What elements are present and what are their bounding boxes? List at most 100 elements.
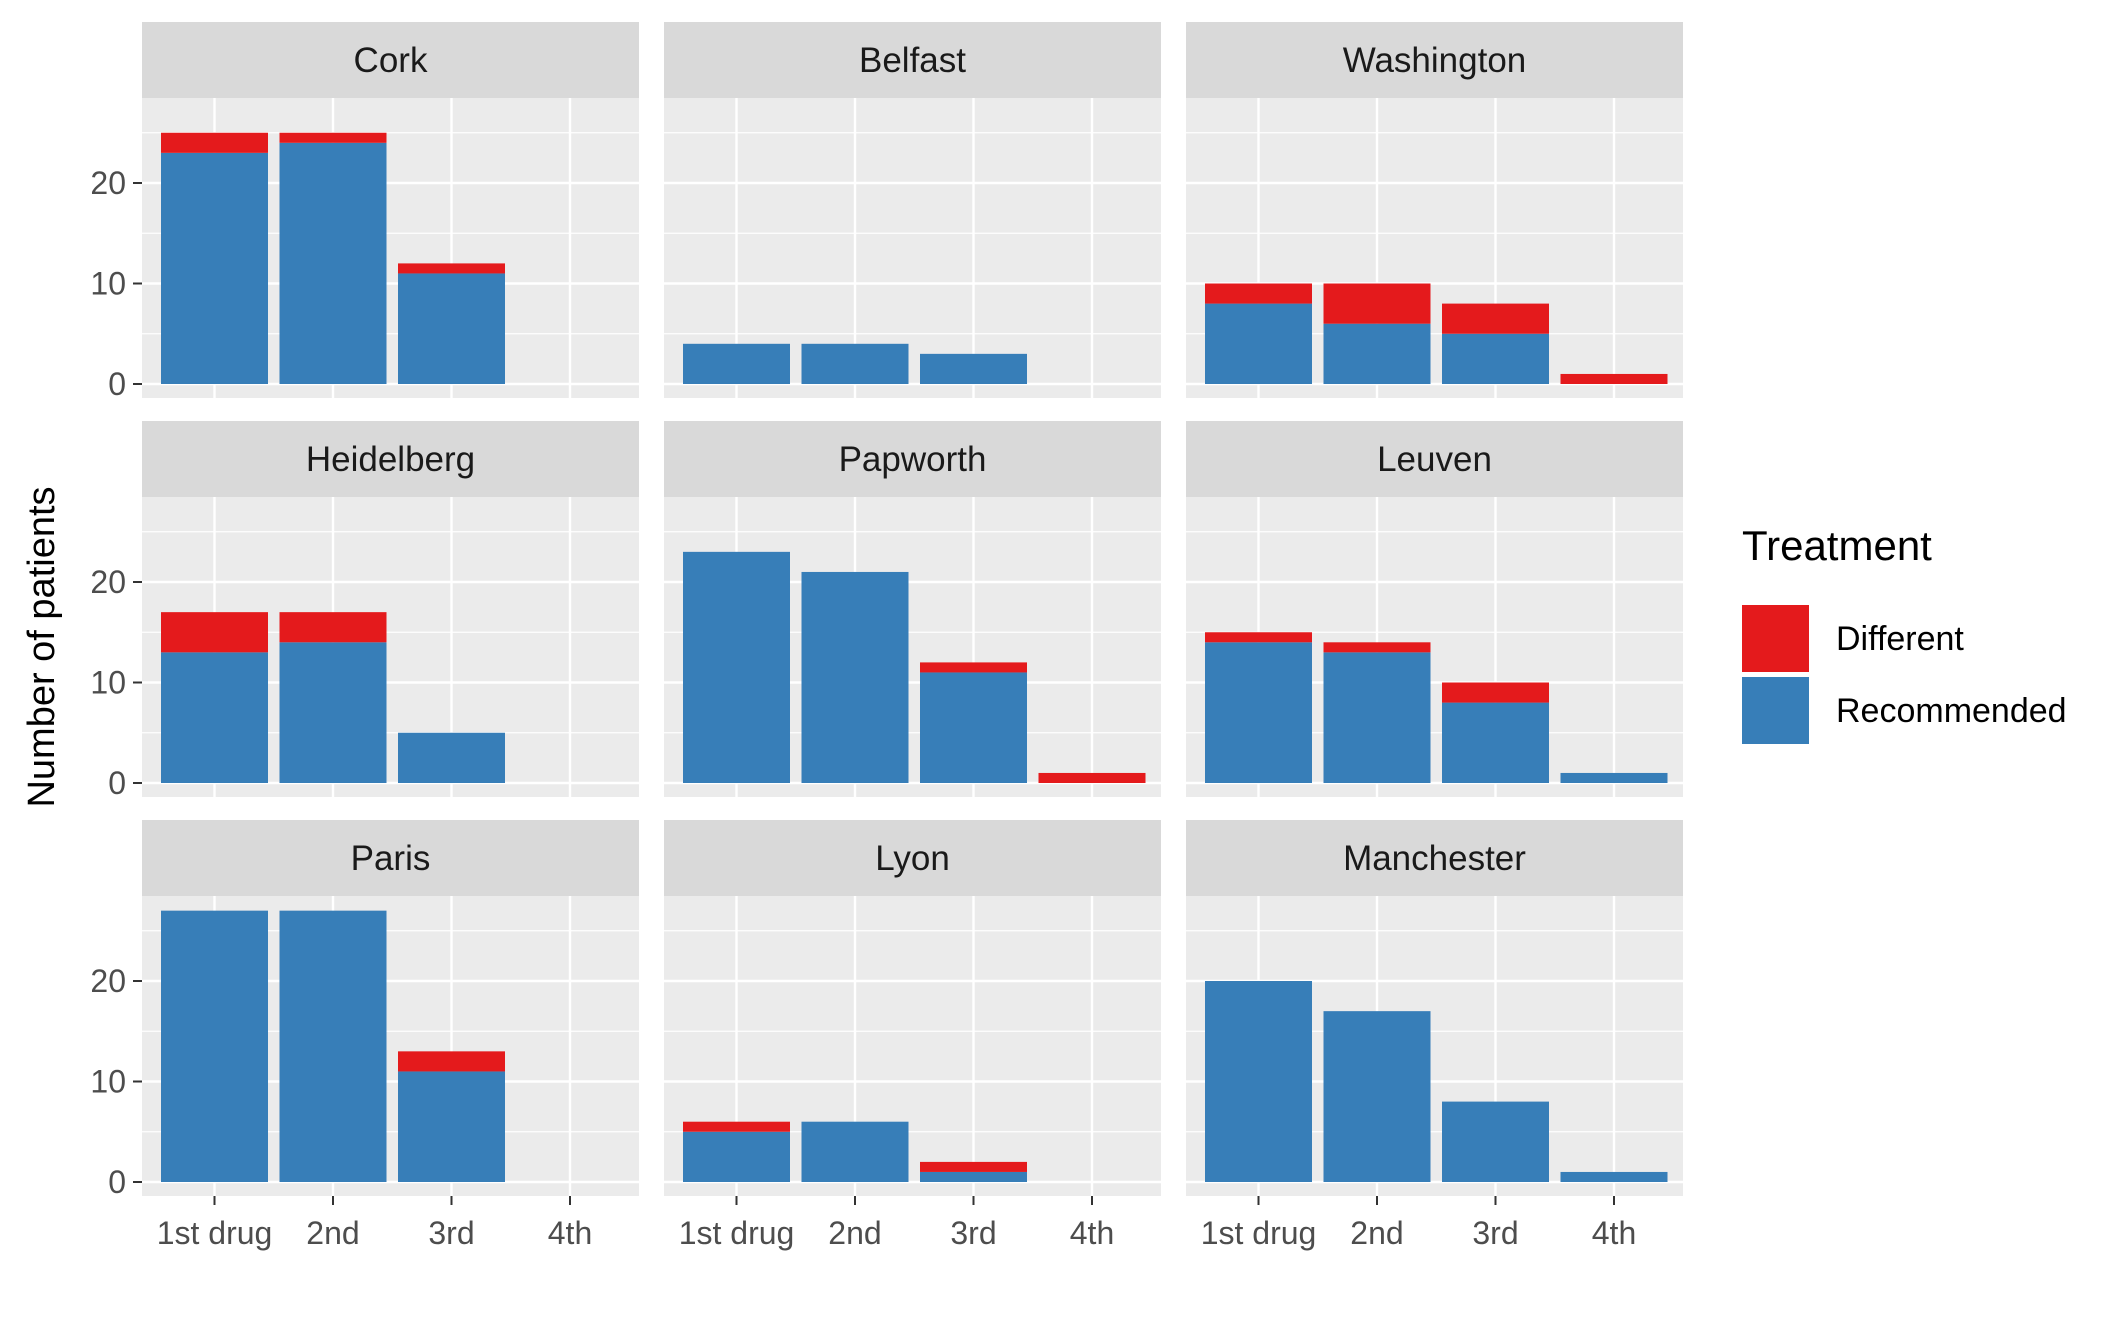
bar-recommended-papworth-0	[683, 551, 790, 783]
x-tick-label: 1st drug	[157, 1215, 273, 1251]
legend-key-recommended	[1742, 677, 1809, 744]
y-tick-label: 0	[108, 366, 126, 402]
bar-recommended-heidelberg-2	[398, 732, 505, 783]
bar-different-papworth-3	[1038, 772, 1146, 783]
facet-title: Belfast	[859, 41, 966, 80]
bar-different-washington-2	[1442, 303, 1549, 334]
facet-panel-washington: Washington	[1186, 22, 1683, 398]
bar-recommended-belfast-2	[920, 353, 1027, 384]
bar-recommended-cork-1	[279, 142, 387, 384]
y-tick-label: 10	[90, 266, 126, 302]
x-tick-label: 3rd	[428, 1215, 474, 1251]
facet-strip	[664, 421, 1161, 497]
bar-different-washington-3	[1560, 373, 1668, 384]
facet-title: Lyon	[875, 839, 950, 878]
bar-recommended-belfast-0	[683, 343, 790, 384]
facet-panel-belfast: Belfast	[664, 22, 1161, 398]
bar-recommended-cork-0	[161, 152, 268, 384]
facet-strip	[1186, 421, 1683, 497]
y-tick-label: 20	[90, 963, 126, 999]
x-tick-label: 4th	[1070, 1215, 1114, 1251]
bar-recommended-leuven-1	[1323, 652, 1431, 783]
legend-label-different: Different	[1836, 620, 1964, 658]
bar-recommended-leuven-0	[1205, 642, 1312, 783]
facet-strip	[142, 22, 639, 98]
bar-different-leuven-1	[1323, 642, 1431, 653]
bar-different-paris-2	[398, 1051, 505, 1072]
bar-different-lyon-2	[920, 1161, 1027, 1172]
bar-recommended-papworth-1	[801, 571, 909, 783]
bar-different-cork-1	[279, 132, 387, 143]
bar-recommended-washington-2	[1442, 333, 1549, 384]
bar-recommended-leuven-2	[1442, 702, 1549, 783]
legend-label-recommended: Recommended	[1836, 692, 2067, 730]
y-tick-label: 10	[90, 1064, 126, 1100]
facet-panel-leuven: Leuven	[1186, 421, 1683, 797]
y-tick-label: 20	[90, 564, 126, 600]
facet-panel-heidelberg: Heidelberg 0 10 20	[90, 421, 639, 801]
facet-title: Paris	[351, 839, 431, 878]
bar-different-cork-0	[161, 132, 268, 153]
x-tick-label: 2nd	[306, 1215, 359, 1251]
bar-recommended-manchester-0	[1205, 981, 1312, 1182]
bar-recommended-manchester-3	[1560, 1171, 1668, 1182]
bar-different-lyon-0	[683, 1121, 790, 1132]
bar-recommended-paris-1	[279, 910, 387, 1182]
facet-strip	[1186, 22, 1683, 98]
bar-recommended-paris-2	[398, 1071, 505, 1182]
x-tick-label: 1st drug	[1201, 1215, 1317, 1251]
facet-strip	[1186, 820, 1683, 896]
bar-recommended-heidelberg-1	[279, 642, 387, 783]
facet-panel-lyon: Lyon 1st drug 2nd 3rd 4th	[664, 820, 1161, 1251]
bar-recommended-washington-0	[1205, 303, 1312, 384]
x-tick-label: 1st drug	[679, 1215, 795, 1251]
y-tick-label: 20	[90, 165, 126, 201]
x-tick-label: 3rd	[950, 1215, 996, 1251]
bar-different-heidelberg-1	[279, 612, 387, 643]
facet-panel-paris: Paris 0 10 20 1st drug 2nd 3rd 4th	[90, 820, 639, 1251]
bar-recommended-manchester-1	[1323, 1011, 1431, 1182]
facet-panel-papworth: Papworth	[664, 421, 1161, 797]
bar-recommended-lyon-1	[801, 1121, 909, 1182]
bar-recommended-lyon-0	[683, 1131, 790, 1182]
bar-different-heidelberg-0	[161, 612, 268, 653]
x-tick-label: 4th	[1592, 1215, 1636, 1251]
facet-strip	[142, 421, 639, 497]
legend-key-different	[1742, 605, 1809, 672]
bar-recommended-leuven-3	[1560, 772, 1668, 783]
bar-different-cork-2	[398, 263, 505, 274]
bar-different-leuven-0	[1205, 632, 1312, 643]
facet-panel-manchester: Manchester 1st drug 2nd 3rd 4th	[1186, 820, 1683, 1251]
bar-recommended-lyon-2	[920, 1171, 1027, 1182]
facet-title: Manchester	[1343, 839, 1526, 878]
bar-recommended-manchester-2	[1442, 1101, 1549, 1182]
legend-title: Treatment	[1742, 522, 1932, 569]
bar-recommended-paris-0	[161, 910, 268, 1182]
x-tick-label: 3rd	[1472, 1215, 1518, 1251]
y-tick-label: 0	[108, 1164, 126, 1200]
bar-different-papworth-2	[920, 662, 1027, 673]
facet-title: Papworth	[839, 440, 987, 479]
legend: Treatment Different Recommended	[1742, 522, 2067, 744]
bar-different-leuven-2	[1442, 682, 1549, 703]
x-tick-label: 2nd	[828, 1215, 881, 1251]
facet-strip	[664, 820, 1161, 896]
x-tick-label: 4th	[548, 1215, 592, 1251]
y-axis-title: Number of patients	[21, 486, 63, 807]
facet-title: Washington	[1343, 41, 1527, 80]
bar-recommended-belfast-1	[801, 343, 909, 384]
bar-different-washington-1	[1323, 283, 1431, 324]
facet-strip	[142, 820, 639, 896]
bar-different-washington-0	[1205, 283, 1312, 304]
x-tick-label: 2nd	[1350, 1215, 1403, 1251]
facet-title: Cork	[354, 41, 428, 80]
bar-recommended-papworth-2	[920, 672, 1027, 783]
y-tick-label: 0	[108, 765, 126, 801]
facet-panel-cork: Cork 0 10 20	[90, 22, 639, 402]
facet-title: Heidelberg	[306, 440, 475, 479]
bar-recommended-cork-2	[398, 273, 505, 384]
facet-strip	[664, 22, 1161, 98]
facet-title: Leuven	[1377, 440, 1492, 479]
